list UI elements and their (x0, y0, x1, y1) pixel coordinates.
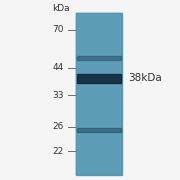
Bar (77, 74, 121, 83)
Text: 70: 70 (52, 25, 64, 34)
Text: 44: 44 (53, 63, 64, 72)
Bar (76, 13, 122, 175)
Bar (77, 128, 121, 132)
Text: 22: 22 (53, 147, 64, 156)
Text: 26: 26 (53, 122, 64, 131)
Bar (77, 56, 121, 60)
Text: 38kDa: 38kDa (128, 73, 162, 83)
Text: kDa: kDa (52, 4, 69, 13)
Text: 33: 33 (52, 91, 64, 100)
Bar (76, 13, 122, 175)
